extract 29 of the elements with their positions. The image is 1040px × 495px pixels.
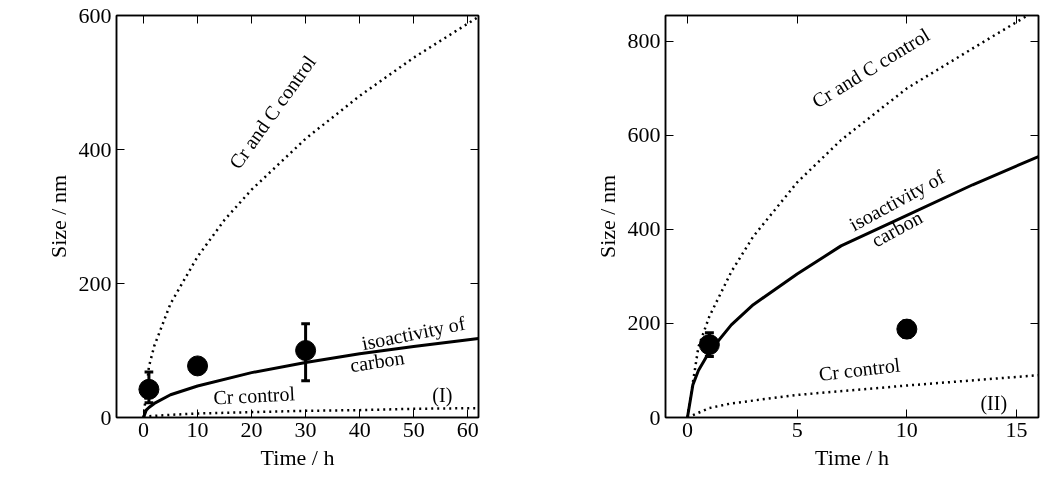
y-axis-title: Size / nm	[594, 174, 620, 259]
y-tick-label: 600	[627, 122, 661, 148]
annotation: (I)	[432, 384, 453, 408]
y-tick-label: 400	[78, 136, 112, 162]
x-tick-label: 0	[681, 416, 693, 442]
y-tick-label: 600	[78, 2, 112, 28]
y-tick-label: 400	[627, 216, 661, 242]
y-axis-title: Size / nm	[45, 174, 71, 259]
annotation: (II)	[980, 392, 1008, 416]
x-tick-label: 5	[791, 416, 803, 442]
point	[295, 340, 317, 361]
x-tick-label: 30	[294, 416, 317, 442]
x-tick-label: 10	[895, 416, 918, 442]
annotation: Cr control	[212, 382, 296, 409]
x-tick-label: 40	[348, 416, 371, 442]
x-tick-label: 0	[138, 416, 150, 442]
annotation: Cr control	[817, 353, 902, 386]
y-tick-label: 200	[627, 310, 661, 336]
point	[187, 355, 209, 377]
x-tick-label: 20	[240, 416, 263, 442]
x-tick-label: 10	[186, 416, 209, 442]
x-axis-title: Time / h	[815, 444, 889, 470]
y-tick-label: 200	[78, 270, 112, 296]
point	[138, 378, 160, 400]
y-tick-label: 800	[627, 28, 661, 54]
x-tick-label: 50	[402, 416, 425, 442]
x-tick-label: 15	[1005, 416, 1028, 442]
x-axis-title: Time / h	[260, 444, 335, 470]
x-tick-label: 60	[456, 416, 479, 442]
